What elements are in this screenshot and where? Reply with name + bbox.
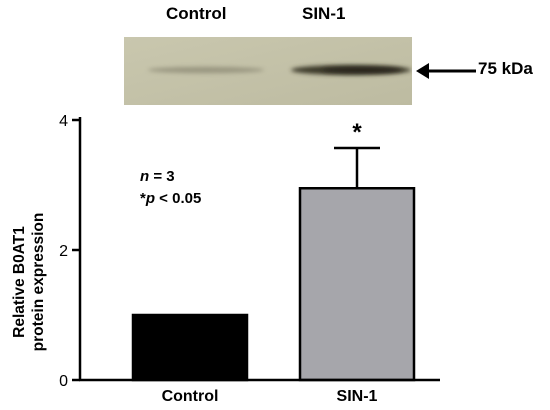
y-axis-title-line-2: protein expression: [30, 213, 47, 352]
p-value-threshold: < 0.05: [155, 190, 202, 207]
significance-marker-sin1: *: [352, 119, 362, 146]
lane-label-control: Control: [166, 4, 227, 23]
y-tick-label-4: 4: [59, 113, 68, 130]
x-axis-tick-labels: Control SIN-1: [162, 388, 378, 405]
sample-size-annotation: n = 3: [140, 168, 175, 185]
sample-size-value: = 3: [149, 168, 175, 185]
bar-chart: Relative B0AT1 protein expression 024 * …: [11, 113, 440, 405]
western-blot-image: [124, 37, 412, 105]
lane-label-sin1: SIN-1: [302, 4, 346, 23]
y-tick-label-2: 2: [59, 243, 68, 260]
y-axis-title: Relative B0AT1 protein expression: [11, 213, 47, 352]
bars: *: [131, 119, 416, 382]
arrow-left-icon: [416, 63, 476, 79]
sample-size-symbol: n: [140, 168, 150, 185]
molecular-weight-marker: 75 kDa: [416, 57, 550, 85]
bar-control: [131, 313, 249, 382]
blot-band-sin1-core: [322, 67, 402, 73]
p-value-prefix: *: [140, 190, 146, 207]
x-tick-label-control: Control: [162, 388, 219, 405]
y-tick-label-0: 0: [59, 373, 68, 390]
x-tick-label-sin1: SIN-1: [337, 388, 378, 405]
blot-band-control: [148, 66, 264, 74]
bar-sin1: [298, 187, 416, 382]
p-value-symbol: p: [145, 190, 156, 207]
y-axis-ticks: 0 2 4: [59, 113, 80, 390]
y-axis-title-line-1: Relative B0AT1: [11, 226, 28, 338]
marker-label: 75 kDa: [478, 59, 533, 78]
p-value-annotation: *p < 0.05: [140, 190, 201, 207]
